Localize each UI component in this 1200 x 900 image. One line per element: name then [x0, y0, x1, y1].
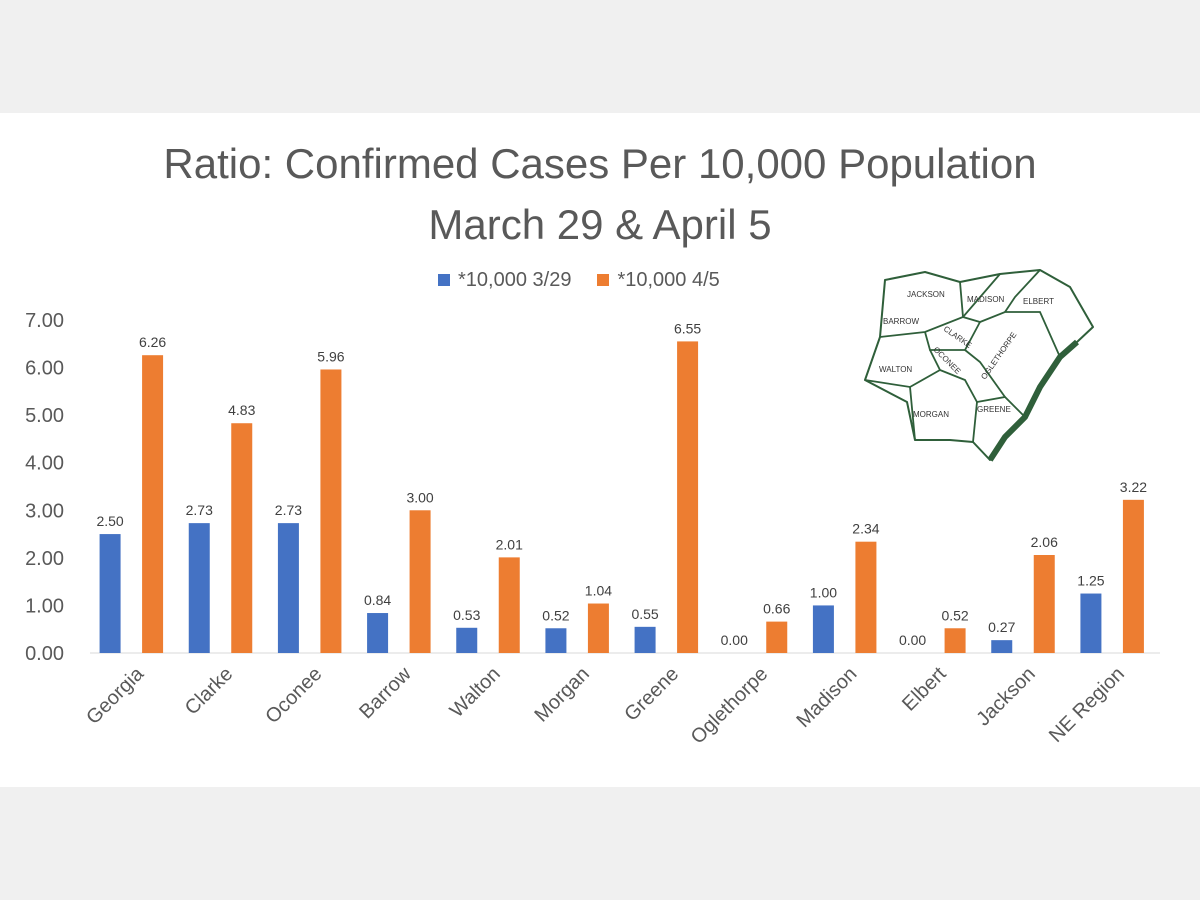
bar: [320, 369, 342, 653]
chart-subtitle: March 29 & April 5: [428, 201, 772, 248]
data-label: 0.52: [941, 607, 968, 623]
data-label: 1.04: [585, 583, 612, 599]
data-label: 2.73: [186, 502, 213, 518]
x-tick-label: Madison: [792, 663, 861, 732]
data-label: 0.52: [542, 607, 569, 623]
legend-swatch-series-1: [438, 274, 450, 286]
x-tick-label: Jackson: [972, 663, 1039, 730]
y-tick-label: 2.00: [25, 548, 64, 570]
data-label: 0.00: [721, 632, 748, 648]
legend-swatch-series-2: [597, 274, 610, 286]
legend-label-series-1: *10,000 3/29: [458, 268, 572, 291]
x-tick-label: Barrow: [355, 663, 416, 724]
y-tick-label: 1.00: [25, 595, 64, 617]
legend-item-series-1: *10,000 3/29: [438, 269, 571, 292]
x-tick-label: NE Region: [1045, 663, 1129, 747]
map-label-madison: MADISON: [967, 295, 1005, 304]
bar: [367, 613, 389, 653]
map-label-elbert: ELBERT: [1023, 297, 1054, 306]
data-label: 4.83: [228, 402, 255, 418]
bar: [944, 628, 966, 653]
bar: [99, 534, 121, 653]
x-tick-label: Greene: [620, 663, 683, 726]
data-label: 0.66: [763, 601, 790, 617]
data-label: 6.55: [674, 320, 701, 336]
x-tick-label: Morgan: [530, 663, 594, 727]
bar: [277, 523, 299, 653]
data-label: 0.00: [899, 632, 926, 648]
data-label: 2.01: [496, 536, 523, 552]
bar: [545, 628, 567, 653]
data-label: 1.25: [1077, 573, 1104, 589]
y-tick-label: 5.00: [25, 405, 64, 427]
bar: [587, 603, 609, 653]
bar: [812, 605, 834, 653]
data-label: 2.06: [1031, 534, 1058, 550]
x-tick-label: Clarke: [181, 663, 237, 719]
x-tick-label: Oglethorpe: [687, 663, 773, 749]
bar: [1080, 593, 1102, 653]
y-tick-label: 4.00: [25, 453, 64, 475]
data-label: 3.22: [1120, 479, 1147, 495]
bar: [188, 523, 210, 653]
data-label: 0.27: [988, 619, 1015, 635]
x-tick-label: Elbert: [898, 663, 951, 716]
legend-item-series-2: *10,000 4/5: [597, 268, 720, 292]
data-label: 2.34: [852, 521, 879, 537]
data-label: 0.53: [453, 607, 480, 623]
x-tick-label: Georgia: [82, 662, 148, 728]
x-tick-label: Oconee: [261, 663, 326, 728]
y-tick-label: 6.00: [25, 358, 64, 380]
map-label-greene: GREENE: [977, 405, 1011, 414]
y-tick-label: 3.00: [25, 500, 64, 522]
chart-title: Ratio: Confirmed Cases Per 10,000 Popula…: [163, 140, 1037, 187]
legend-label-series-2: *10,000 4/5: [617, 268, 720, 291]
y-tick-label: 0.00: [25, 643, 64, 665]
bar: [1122, 499, 1144, 653]
data-label: 2.73: [275, 502, 302, 518]
bar: [231, 423, 253, 653]
data-label: 1.00: [810, 584, 837, 600]
data-label: 0.84: [364, 592, 391, 608]
bar: [456, 627, 478, 653]
county-map: JACKSON MADISON ELBERT BARROW CLARKE OCO…: [864, 269, 1094, 462]
map-label-barrow: BARROW: [883, 317, 919, 326]
bar: [142, 355, 164, 653]
bar: [677, 341, 699, 653]
legend: *10,000 3/29 *10,000 4/5: [438, 266, 720, 294]
bar: [855, 541, 877, 653]
data-label: 6.26: [139, 334, 166, 350]
data-label: 0.55: [631, 606, 658, 622]
data-label: 2.50: [96, 513, 123, 529]
map-label-morgan: MORGAN: [913, 410, 949, 419]
bar: [991, 640, 1013, 653]
data-label: 3.00: [406, 489, 433, 505]
bar: [498, 557, 520, 653]
bar: [766, 621, 788, 653]
map-label-jackson: JACKSON: [907, 290, 945, 299]
bar: [634, 626, 656, 653]
bar: [409, 510, 431, 653]
bar: [1033, 555, 1055, 653]
y-tick-label: 7.00: [25, 310, 64, 332]
x-tick-label: Walton: [446, 663, 505, 722]
map-label-walton: WALTON: [879, 365, 912, 374]
data-label: 5.96: [317, 348, 344, 364]
